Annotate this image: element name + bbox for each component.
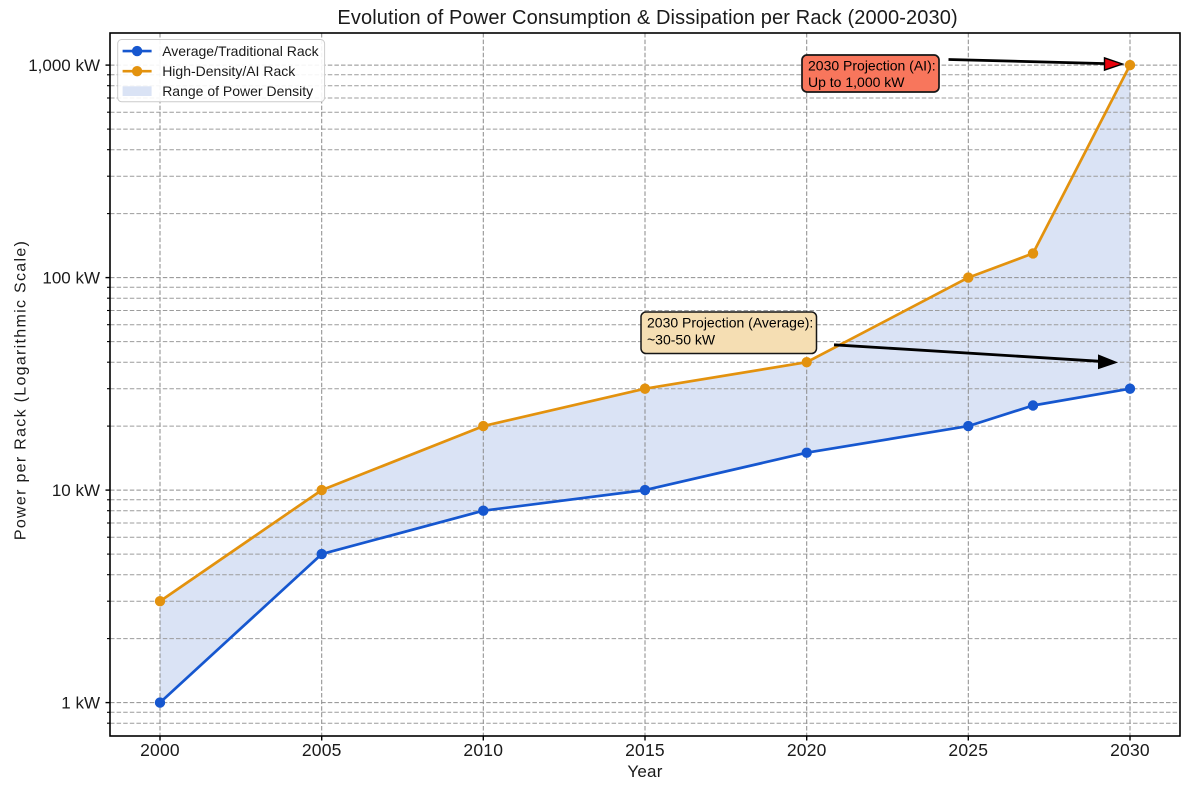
svg-text:2010: 2010 (463, 740, 503, 760)
svg-text:2005: 2005 (302, 740, 342, 760)
svg-text:2030 Projection (AI):: 2030 Projection (AI): (808, 58, 936, 74)
svg-text:1 kW: 1 kW (61, 694, 100, 713)
svg-text:Power per Rack (Logarithmic Sc: Power per Rack (Logarithmic Scale) (13, 240, 30, 540)
svg-text:2000: 2000 (140, 740, 180, 760)
svg-text:High-Density/AI Rack: High-Density/AI Rack (162, 63, 296, 79)
svg-text:2030 Projection (Average):: 2030 Projection (Average): (647, 315, 813, 331)
svg-text:Year: Year (627, 762, 662, 781)
svg-text:~30-50 kW: ~30-50 kW (647, 332, 716, 348)
svg-text:100 kW: 100 kW (42, 269, 100, 288)
svg-text:2030: 2030 (1110, 740, 1150, 760)
svg-text:2015: 2015 (625, 740, 665, 760)
svg-text:Range of Power Density: Range of Power Density (162, 83, 313, 99)
svg-text:2020: 2020 (787, 740, 827, 760)
svg-text:Average/Traditional Rack: Average/Traditional Rack (162, 43, 319, 59)
svg-text:2025: 2025 (948, 740, 988, 760)
svg-text:10 kW: 10 kW (52, 481, 100, 500)
svg-text:1,000 kW: 1,000 kW (28, 56, 100, 75)
svg-text:Evolution of Power Consumption: Evolution of Power Consumption & Dissipa… (337, 7, 957, 29)
svg-text:Up to 1,000 kW: Up to 1,000 kW (808, 74, 905, 90)
